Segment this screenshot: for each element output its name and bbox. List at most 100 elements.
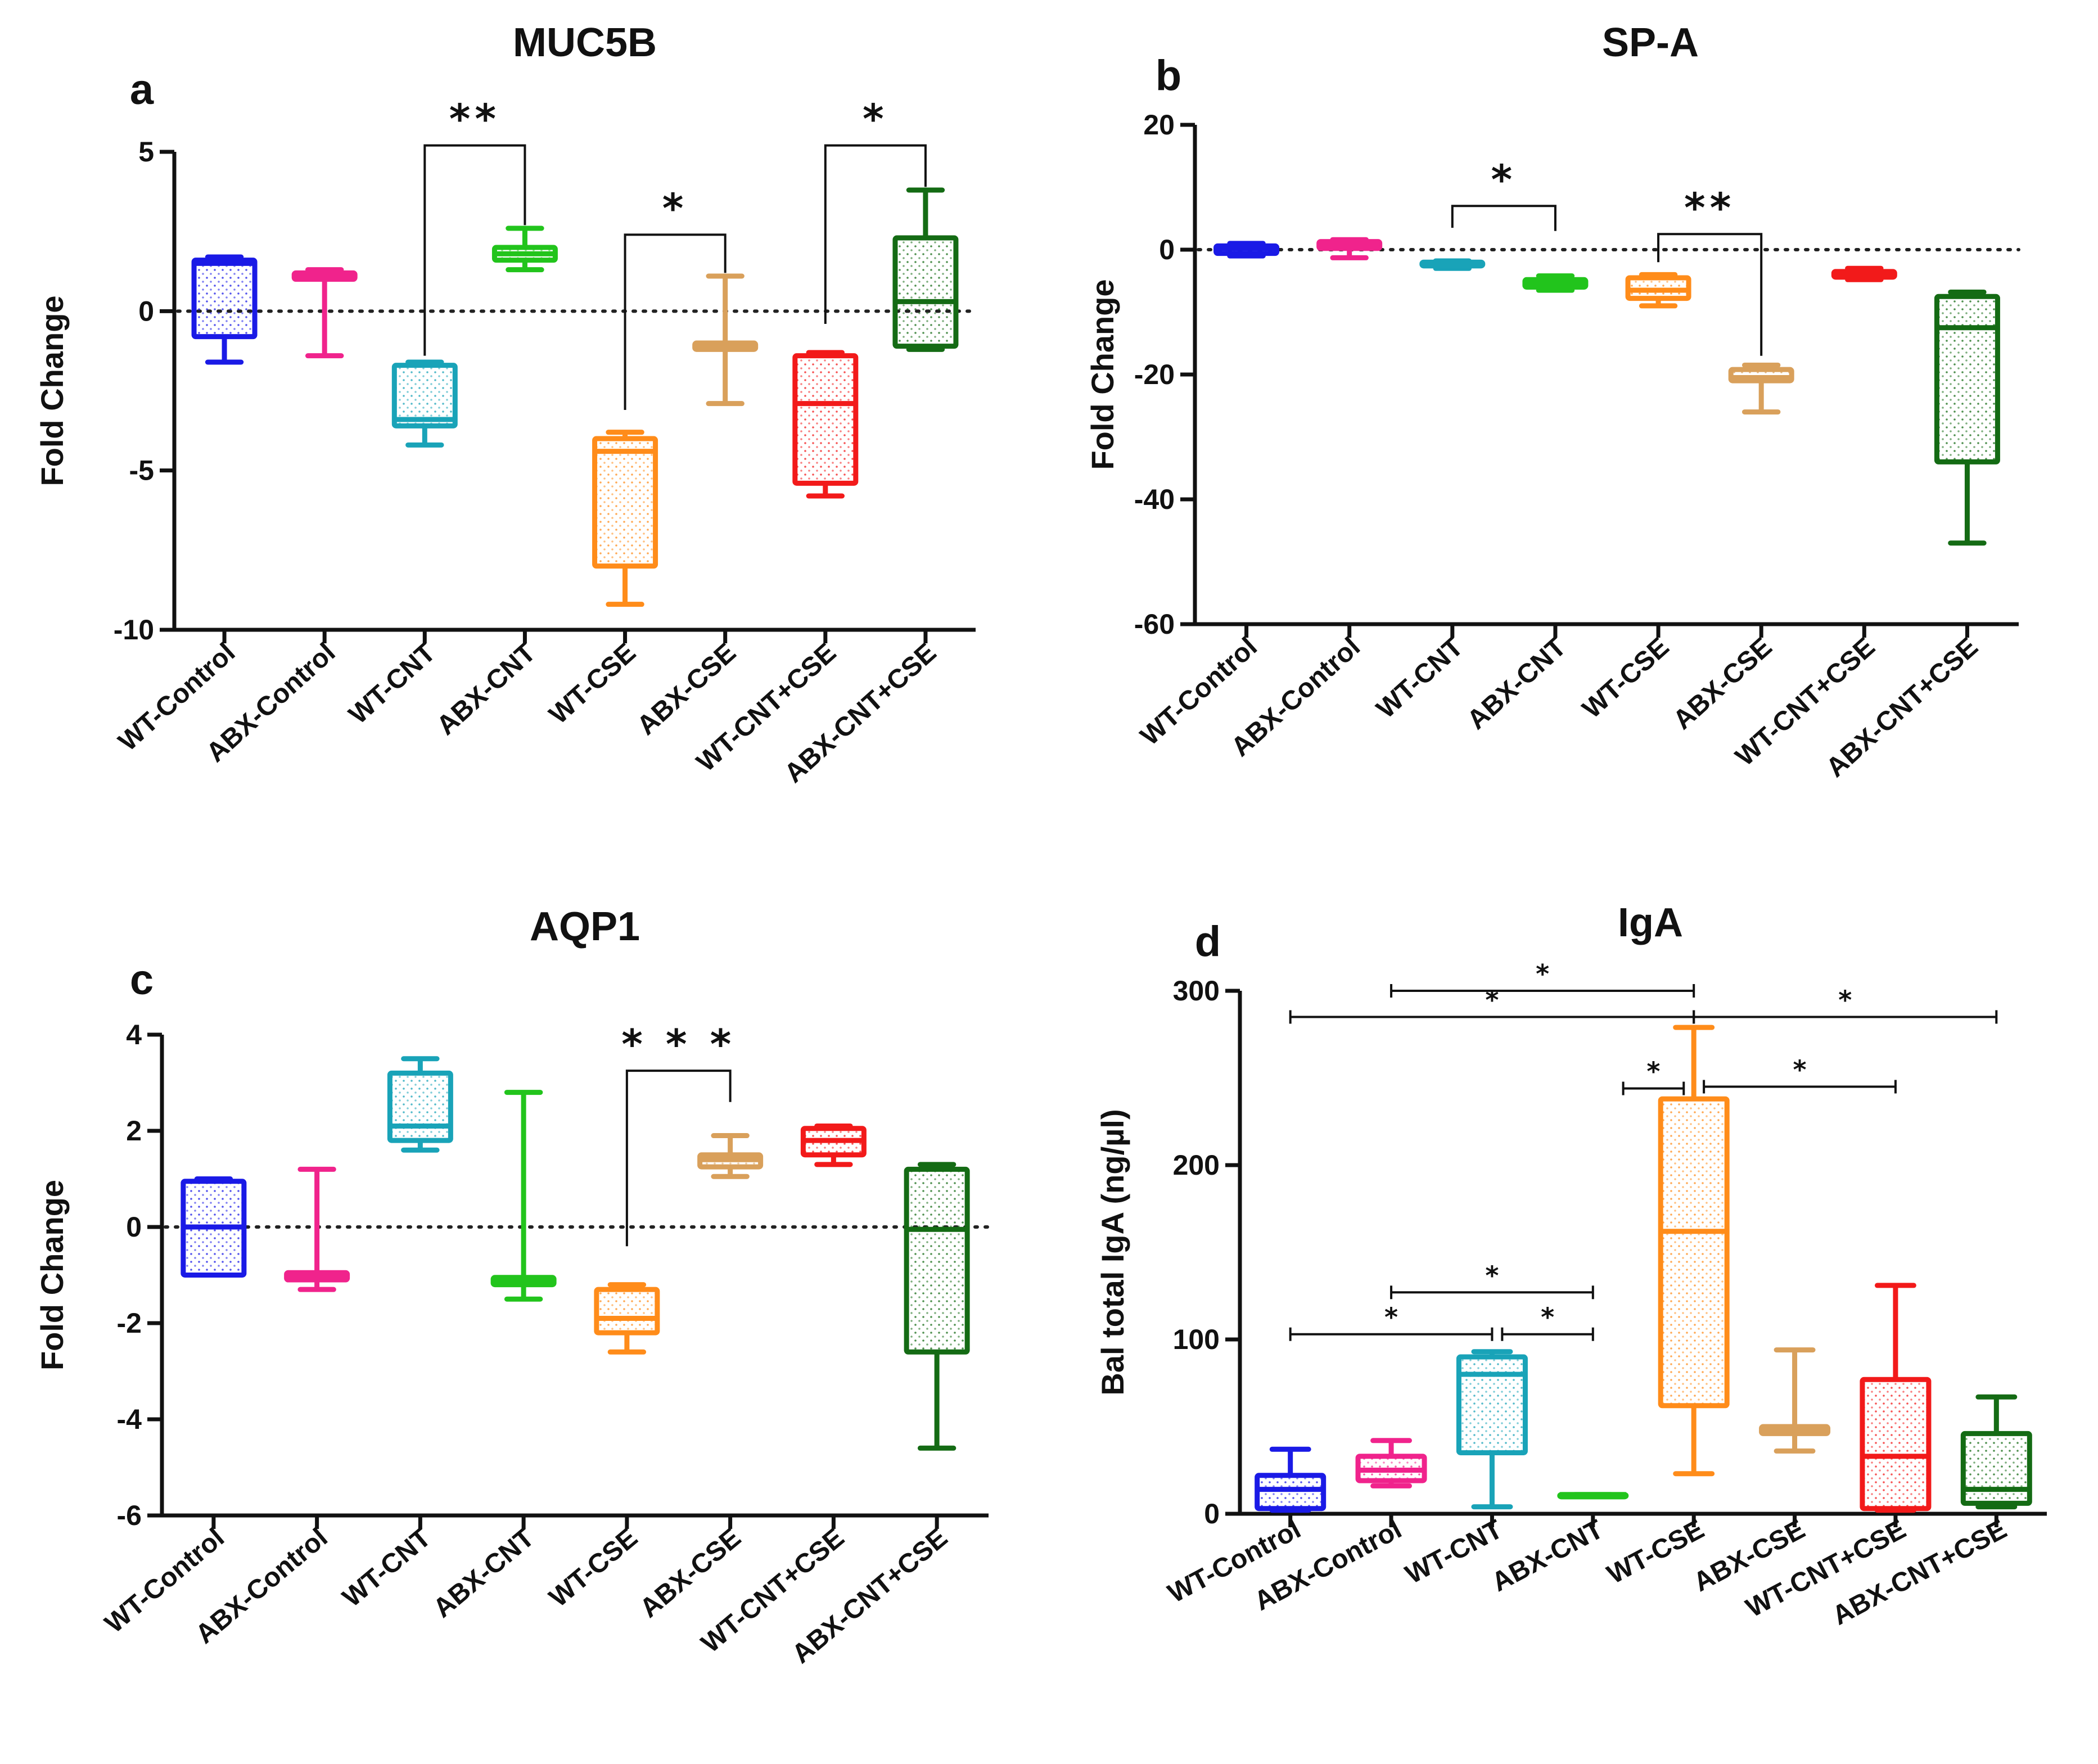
significance-bracket: **	[423, 96, 526, 356]
x-tick-label-wt-cse: WT-CSE	[544, 1523, 643, 1613]
x-tick-label-wt-cse: WT-CSE	[1577, 632, 1675, 724]
box-wt-cse	[592, 430, 658, 607]
y-axis-label: Fold Change	[34, 295, 70, 486]
y-tick-label: -10	[114, 614, 154, 646]
y-axis-label: Fold Change	[1085, 279, 1120, 470]
significance-label: *	[1485, 985, 1499, 1016]
box-wt-cse	[1658, 1025, 1730, 1477]
box-abx-control	[1355, 1438, 1427, 1488]
x-tick-label-wt-cse: WT-CSE	[544, 638, 642, 730]
y-tick-label: 4	[126, 1019, 142, 1050]
box-wt-cnt	[391, 359, 458, 448]
iqr-box	[387, 1070, 453, 1143]
iqr-box	[594, 1287, 660, 1336]
significance-label: *	[1485, 1260, 1499, 1291]
significance-label: *	[1793, 1055, 1807, 1085]
significance-bracket: *	[1693, 985, 1998, 1024]
significance-label: *	[1838, 985, 1852, 1016]
box-abx-cnt	[1557, 1492, 1629, 1500]
iqr-box	[1934, 294, 2000, 464]
significance-bracket: *	[824, 96, 927, 324]
box-abx-control	[284, 1166, 350, 1292]
x-tick-label-abx-cnt: ABX-CNT	[431, 638, 542, 741]
box-abx-cnt-plus-cse	[892, 187, 959, 352]
iqr-box	[1255, 1473, 1327, 1512]
y-tick-label: -20	[1134, 359, 1175, 390]
y-tick-label: -4	[117, 1404, 142, 1435]
box-wt-control	[1213, 241, 1280, 259]
x-tick-label-abx-cse: ABX-CSE	[1668, 632, 1778, 736]
box-wt-cnt-plus-cse	[800, 1123, 867, 1167]
y-tick-label: -6	[117, 1500, 142, 1531]
y-axis-label: Bal total IgA (ng/µl)	[1095, 1109, 1130, 1395]
y-tick-label: 20	[1143, 109, 1175, 141]
significance-label: *	[1646, 1057, 1660, 1087]
y-tick-label: 0	[1204, 1498, 1220, 1530]
y-tick-label: -60	[1134, 608, 1175, 640]
x-tick-label-abx-cnt-plus-cse: ABX-CNT+CSE	[1828, 1514, 2011, 1631]
iqr-box	[391, 363, 458, 428]
chart-title: SP-A	[1602, 20, 1699, 65]
significance-bracket: **	[1657, 184, 1763, 356]
significance-label: *	[863, 96, 888, 143]
iqr-box	[892, 235, 959, 349]
y-tick-label: 5	[138, 136, 154, 168]
y-tick-label: 200	[1173, 1149, 1220, 1181]
significance-label: *	[662, 184, 688, 232]
x-tick-label-wt-cnt: WT-CNT	[337, 1523, 436, 1613]
box-abx-cse	[1728, 362, 1794, 415]
significance-bracket: *	[1390, 959, 1695, 998]
box-wt-cse	[1625, 272, 1691, 309]
box-abx-cse	[1759, 1347, 1831, 1454]
y-axis-label: Fold Change	[34, 1180, 70, 1370]
bracket-line	[624, 233, 727, 410]
box-wt-cnt-plus-cse	[792, 350, 859, 499]
panel-letter: d	[1195, 918, 1221, 966]
bracket-line	[1657, 233, 1763, 356]
significance-label: *	[1541, 1302, 1554, 1333]
bracket-line	[423, 144, 526, 356]
box-wt-control	[181, 1176, 247, 1278]
box-abx-cnt-plus-cse	[1960, 1394, 2032, 1510]
y-tick-label: -2	[117, 1307, 142, 1339]
iqr-box	[1456, 1354, 1528, 1455]
box-abx-cnt	[491, 225, 558, 273]
box-wt-cnt	[1456, 1349, 1528, 1510]
box-wt-control	[1255, 1446, 1327, 1513]
x-tick-label-abx-cnt: ABX-CNT	[1461, 632, 1572, 736]
box-abx-cnt	[490, 1090, 557, 1302]
box-abx-cnt-plus-cse	[904, 1162, 970, 1451]
y-tick-label: -40	[1134, 484, 1175, 515]
y-tick-label: 0	[1159, 234, 1175, 265]
significance-bracket: *	[1451, 156, 1556, 231]
bracket-line	[824, 144, 927, 324]
significance-bracket: *	[1703, 1055, 1897, 1094]
significance-bracket: *	[1289, 1302, 1494, 1341]
significance-bracket: *	[1501, 1302, 1594, 1341]
significance-label: *	[1536, 959, 1549, 989]
panel-letter: c	[130, 956, 154, 1004]
significance-label: *	[1491, 156, 1517, 203]
x-tick-label-wt-cnt: WT-CNT	[1371, 632, 1469, 724]
significance-bracket: * * *	[621, 1021, 736, 1247]
significance-label: * * *	[621, 1021, 736, 1068]
iqr-box	[592, 436, 658, 569]
chart-title: AQP1	[530, 904, 640, 949]
bracket-line	[625, 1070, 732, 1247]
box-abx-cnt-plus-cse	[1934, 289, 2000, 546]
chart-title: MUC5B	[513, 20, 657, 65]
box-wt-cnt	[387, 1056, 453, 1153]
box-abx-cse	[697, 1133, 764, 1179]
box-abx-cse	[692, 273, 759, 407]
y-tick-label: 0	[126, 1211, 142, 1243]
box-wt-cnt-plus-cse	[1860, 1283, 1932, 1513]
y-tick-label: 0	[138, 295, 154, 327]
bracket-line	[1451, 205, 1556, 231]
significance-bracket: *	[1390, 1260, 1594, 1300]
y-tick-label: 300	[1173, 975, 1220, 1007]
